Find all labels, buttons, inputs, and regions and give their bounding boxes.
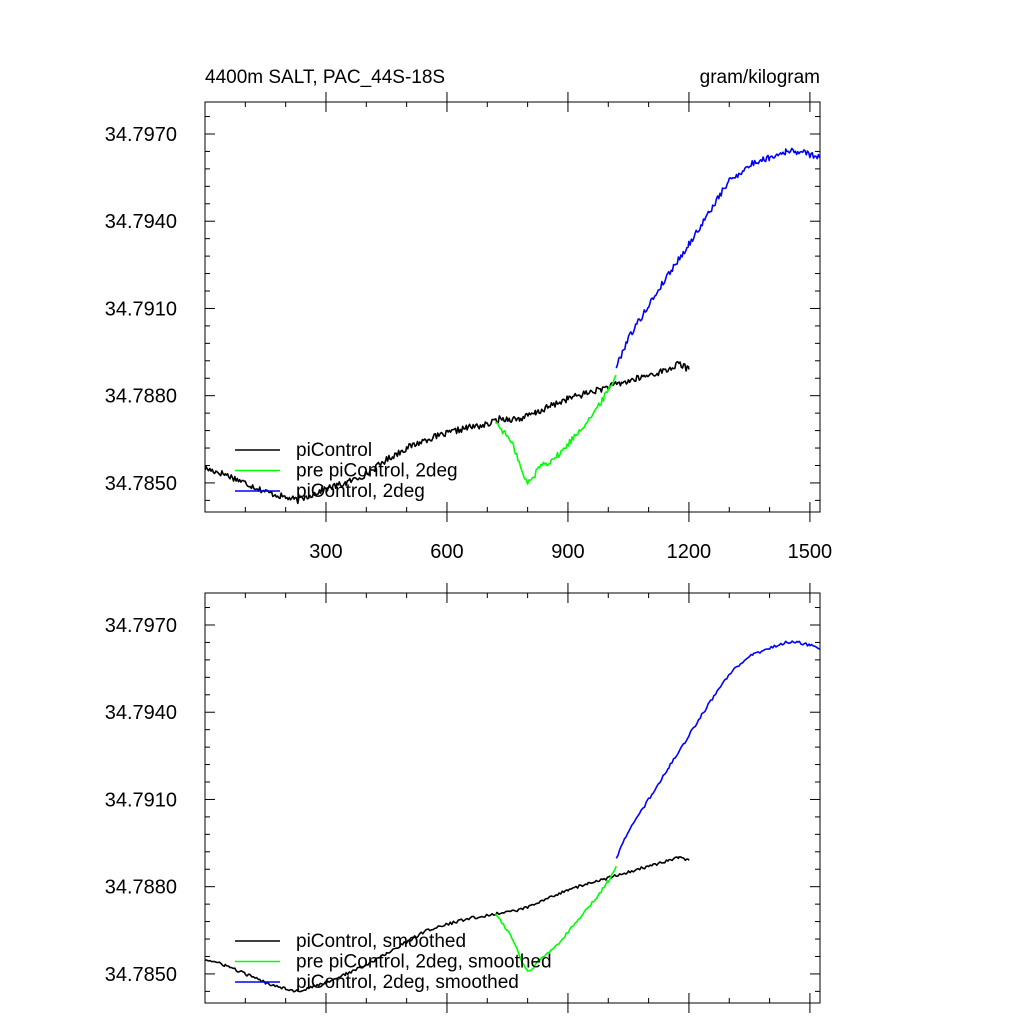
legend-label-1: piControl <box>296 440 372 461</box>
top-panel: 34.7850 34.7880 34.7910 34.7940 34.7970 300 60… <box>105 67 832 563</box>
y-tick-label: 34.7940 <box>105 702 177 724</box>
y-tick-label: 34.7940 <box>105 211 177 233</box>
y-tick-label: 34.7850 <box>105 473 177 495</box>
x-tick-label: 600 <box>430 541 463 563</box>
x-tick-label: 900 <box>551 541 584 563</box>
y-tick-label: 34.7910 <box>105 789 177 811</box>
plot-frame <box>204 101 821 513</box>
chart-title: 4400m SALT, PAC_44S-18S <box>205 67 445 88</box>
units-label: gram/kilogram <box>700 67 820 88</box>
y-tick-label: 34.7880 <box>105 386 177 408</box>
x-tick-label: 300 <box>309 541 342 563</box>
series-line-2 <box>494 374 617 485</box>
y-tick-label: 34.7970 <box>105 615 177 637</box>
series-line-3 <box>615 640 820 859</box>
legend-label-1: piControl, smoothed <box>296 931 466 952</box>
legend-label-3: piControl, 2deg, smoothed <box>296 972 519 993</box>
plot-frame <box>204 592 821 1004</box>
series-line-1 <box>205 360 690 505</box>
legend-label-2: pre piControl, 2deg <box>296 461 458 482</box>
series-line-2 <box>494 865 618 972</box>
legend-label-2: pre piControl, 2deg, smoothed <box>296 952 552 973</box>
y-tick-label: 34.7910 <box>105 298 177 320</box>
x-tick-label: 1500 <box>788 541 833 563</box>
y-tick-label: 34.7970 <box>105 124 177 146</box>
y-tick-label: 34.7880 <box>105 877 177 899</box>
bottom-panel: 34.7850 34.7880 34.7910 34.7940 34.7970 piCon… <box>105 583 821 1013</box>
y-tick-label: 34.7850 <box>105 964 177 986</box>
series-line-1 <box>205 856 690 993</box>
x-tick-label: 1200 <box>667 541 712 563</box>
series-line-3 <box>615 147 820 369</box>
legend-label-3: piControl, 2deg <box>296 481 425 502</box>
